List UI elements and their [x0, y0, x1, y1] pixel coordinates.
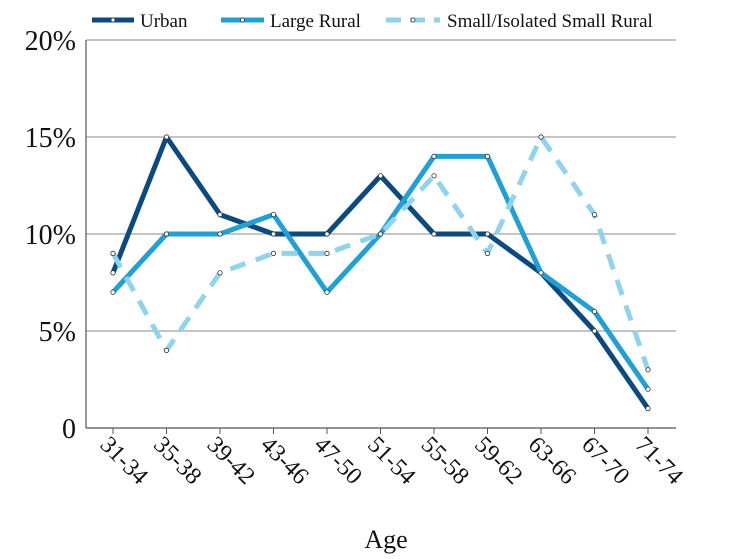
x-tick-label: 55-58: [416, 432, 474, 490]
data-point: [591, 212, 598, 218]
data-point: [645, 405, 651, 412]
y-tick-label: 10%: [25, 220, 76, 251]
x-tick-label: 47-50: [309, 432, 367, 490]
series-1: [110, 134, 651, 412]
data-point: [377, 231, 384, 237]
data-point: [484, 231, 491, 237]
x-tick-label: 71-74: [630, 432, 688, 490]
data-point: [484, 153, 491, 159]
data-point: [324, 231, 330, 237]
x-tick-label: 31-34: [95, 432, 153, 490]
legend-label: Large Rural: [270, 11, 361, 32]
data-point: [270, 212, 277, 218]
y-tick-label: 5%: [39, 317, 76, 348]
data-point: [270, 250, 277, 256]
data-point: [484, 250, 491, 256]
x-tick-label: 51-54: [362, 432, 420, 490]
data-point: [538, 270, 544, 276]
series-line: [110, 153, 651, 392]
x-tick-label: 59-62: [469, 432, 527, 490]
legend-item: Small/Isolated Small Rural: [386, 11, 653, 32]
x-tick-label: 39-42: [202, 432, 260, 490]
data-point: [270, 231, 277, 237]
x-tick-label: 67-70: [576, 432, 634, 490]
data-point: [324, 250, 330, 256]
data-point: [431, 231, 437, 237]
legend-item: Large Rural: [221, 11, 361, 32]
x-tick-label: 35-38: [148, 432, 206, 490]
data-point: [431, 153, 437, 159]
data-point: [217, 231, 223, 237]
data-point: [377, 173, 384, 179]
data-point: [217, 212, 223, 218]
series-line: [110, 134, 651, 371]
y-tick-label: 20%: [25, 26, 76, 57]
legend-marker: [410, 17, 416, 23]
data-point: [110, 270, 116, 276]
data-point: [538, 134, 544, 140]
legend-item: Urban: [92, 11, 188, 32]
chart-series: [110, 134, 651, 412]
data-point: [591, 308, 598, 315]
data-point: [431, 173, 437, 179]
data-point: [217, 270, 223, 276]
series-2: [110, 153, 651, 392]
y-axis-ticks: 0 5% 10% 15% 20%: [25, 26, 76, 445]
data-point: [591, 328, 598, 334]
x-tick-label: 63-66: [523, 432, 581, 490]
legend-marker: [240, 17, 245, 23]
x-axis-label: Age: [364, 525, 407, 554]
chart-gridlines: [86, 39, 676, 332]
x-axis-ticks: 31-3435-3839-4243-4647-5051-5455-5859-62…: [95, 428, 688, 490]
data-point: [645, 367, 651, 373]
data-point: [324, 289, 330, 295]
data-point: [110, 250, 116, 256]
data-point: [163, 347, 170, 353]
y-tick-label: 0: [62, 414, 76, 445]
x-tick-label: 43-46: [255, 432, 313, 490]
y-tick-label: 15%: [25, 123, 76, 154]
data-point: [645, 386, 651, 392]
legend-label: Small/Isolated Small Rural: [447, 11, 653, 32]
chart-legend: Urban Large Rural Small/Isolated Small Rur…: [92, 11, 653, 32]
data-point: [163, 134, 170, 140]
data-point: [163, 231, 170, 237]
legend-marker: [110, 17, 116, 23]
data-point: [110, 289, 116, 295]
series-3: [110, 134, 651, 373]
legend-label: Urban: [140, 11, 188, 32]
